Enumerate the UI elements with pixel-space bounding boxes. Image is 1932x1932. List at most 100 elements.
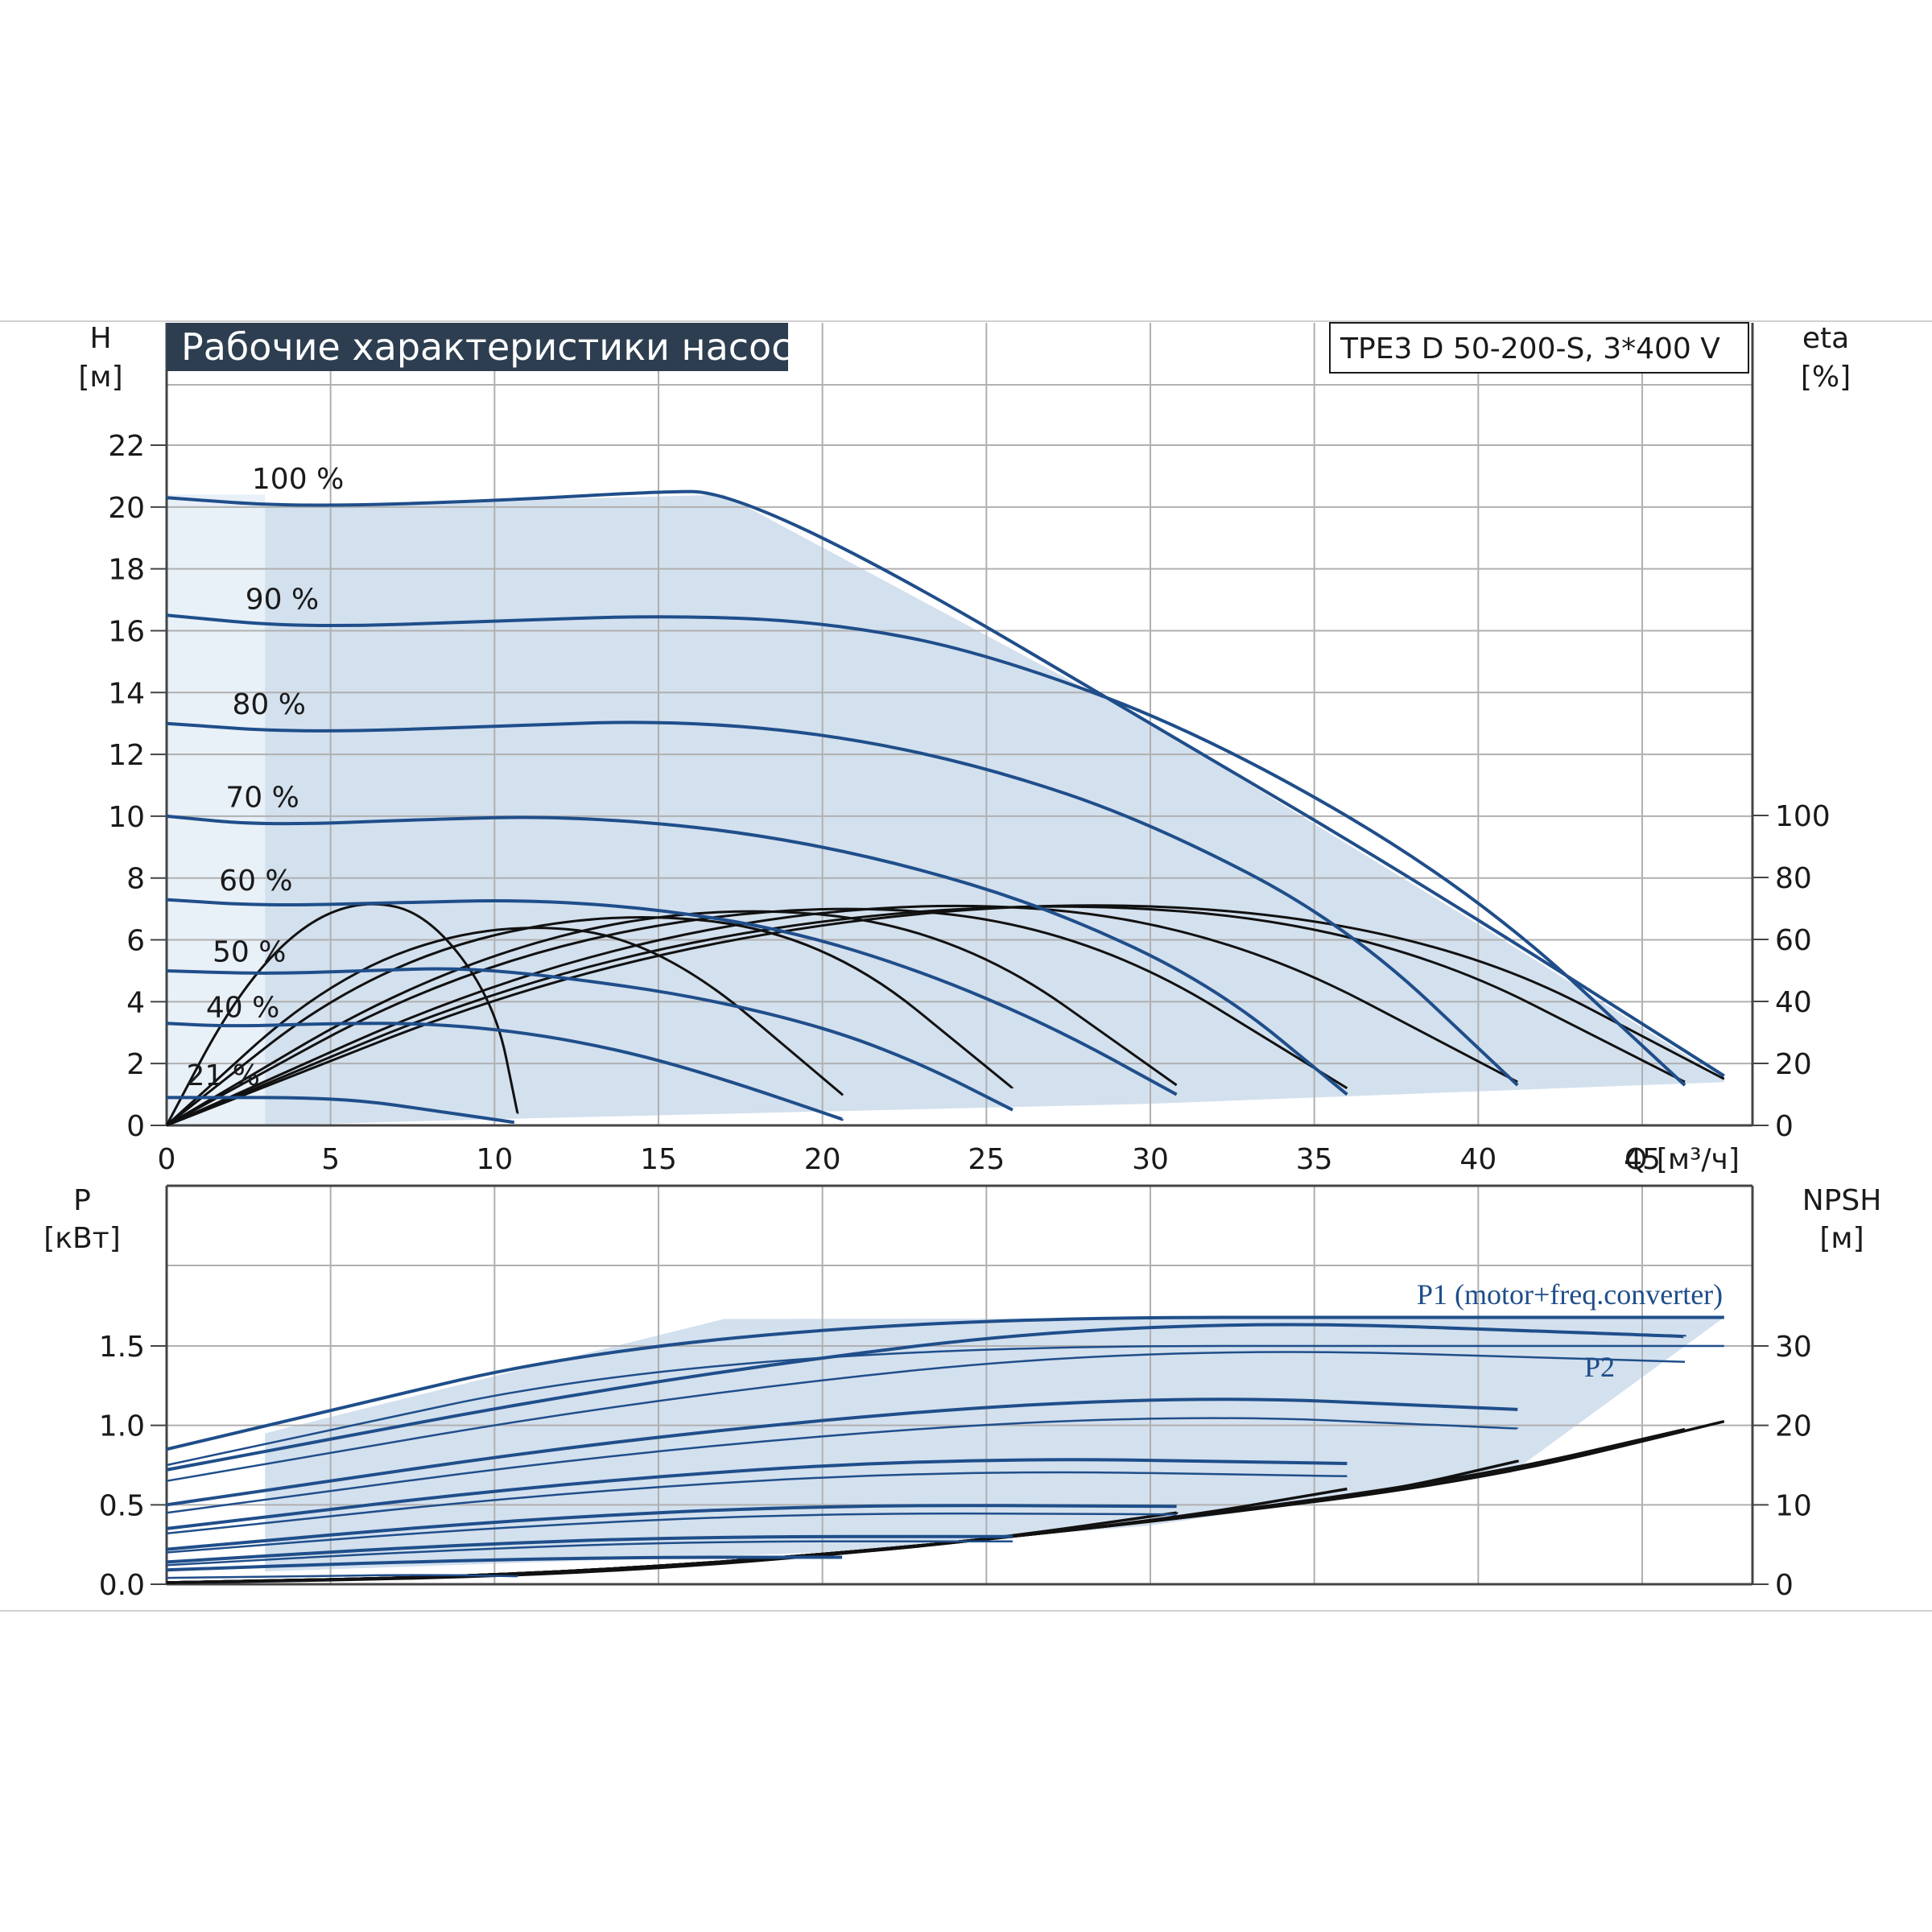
x-axis-label: Q [м³/ч] — [1624, 1143, 1740, 1176]
efficiency-curve — [166, 905, 1686, 1127]
power-curve — [166, 1555, 843, 1572]
power-curve — [166, 1417, 1519, 1514]
series-label-p2: P2 — [1584, 1351, 1615, 1383]
power-curve — [166, 1344, 1724, 1467]
y-tick-label: 22 — [108, 430, 145, 463]
y-tick-label: 14 — [108, 677, 145, 710]
efficiency-curve — [166, 904, 1519, 1127]
power-curve — [166, 1504, 1177, 1551]
efficiency-curve — [166, 904, 1725, 1127]
y-tick-label: 2 — [126, 1048, 145, 1081]
head-curve — [166, 1022, 844, 1121]
speed-label: 70 % — [225, 781, 299, 814]
power-curve — [166, 1323, 1686, 1472]
y2-tick-label: 20 — [1775, 1048, 1812, 1081]
y-axis-unit-h: [м] — [78, 361, 122, 394]
power-curve — [166, 1534, 1013, 1564]
power-curve — [166, 1540, 1013, 1567]
y-axis-label-h: H — [89, 322, 111, 355]
npsh-tick-label: 20 — [1775, 1410, 1812, 1443]
low-flow-area — [167, 494, 266, 1125]
power-curve — [166, 1574, 519, 1579]
head-curve — [166, 967, 1013, 1112]
title-box — [167, 323, 788, 371]
chart-title: Рабочие характеристики насоса — [181, 325, 815, 369]
speed-label: 40 % — [206, 992, 279, 1025]
head-curve — [166, 814, 1348, 1096]
model-box — [1329, 322, 1749, 374]
head-curve — [166, 898, 1179, 1096]
y-tick-label: 0 — [126, 1110, 145, 1143]
y-tick-label: 20 — [108, 492, 145, 525]
y2-tick-label: 80 — [1775, 862, 1812, 895]
p-tick-label: 0.0 — [99, 1569, 145, 1602]
npsh-curves — [166, 1419, 1726, 1584]
speed-label: 60 % — [219, 865, 292, 898]
power-range-area — [265, 1317, 1724, 1572]
power-curve — [166, 1458, 1349, 1530]
p-tick-label: 0.5 — [99, 1489, 145, 1522]
power-curve — [166, 1351, 1686, 1482]
y2-tick-label: 40 — [1775, 986, 1812, 1019]
y2-axis-unit-eta: [%] — [1801, 361, 1851, 394]
head-curve — [166, 489, 1726, 1078]
y-tick-label: 4 — [126, 986, 145, 1019]
efficiency-curve — [165, 927, 844, 1127]
speed-label: 90 % — [246, 584, 319, 617]
x-tick-label: 40 — [1459, 1143, 1496, 1176]
power-plot: 0.0 0.5 1.0 1.5 0 10 20 30 P [кВт] NPSH [м] P1 … — [43, 1184, 1881, 1602]
power-curves — [166, 1315, 1724, 1579]
speed-labels: 100 % 90 % 80 % 70 % 60 % 50 % 40 % 21 % — [186, 463, 344, 1092]
series-label-p1: P1 (motor+freq.converter) — [1417, 1278, 1723, 1311]
y2-tick-label: 0 — [1775, 1110, 1794, 1143]
power-curve — [166, 1315, 1724, 1451]
head-curve — [166, 720, 1519, 1087]
y-tick-label: 8 — [126, 863, 145, 896]
x-tick-label: 15 — [640, 1143, 677, 1176]
power-curve — [166, 1397, 1520, 1507]
speed-label: 100 % — [252, 463, 344, 496]
npsh-curve — [166, 1419, 1726, 1584]
npsh-tick-label: 0 — [1775, 1569, 1794, 1602]
y2-tick-label: 60 — [1775, 924, 1812, 957]
head-curve — [166, 613, 1686, 1087]
y-axis-unit-p: [кВт] — [43, 1222, 121, 1255]
operating-range-area — [167, 494, 1724, 1125]
p-tick-label: 1.0 — [99, 1410, 145, 1443]
y-axis-label-p: P — [73, 1184, 91, 1217]
speed-label: 80 % — [232, 688, 305, 721]
y-tick-label: 6 — [126, 925, 145, 958]
y2-axis-label-eta: eta — [1802, 322, 1849, 355]
x-tick-label: 25 — [968, 1143, 1005, 1176]
x-tick-label: 20 — [804, 1143, 841, 1176]
power-tick-labels: 0.0 0.5 1.0 1.5 0 10 20 30 — [99, 1331, 1812, 1602]
y2-axis-unit-npsh: [м] — [1819, 1222, 1864, 1255]
power-range-polygon — [265, 1317, 1724, 1572]
power-curve — [166, 1471, 1348, 1535]
head-curves — [166, 489, 1726, 1125]
head-curve — [166, 1096, 515, 1125]
head-plot: 0 2 4 6 8 10 12 14 16 18 20 22 0 20 40 60 80 100 0 5 10 15 20 2… — [78, 322, 1851, 1176]
y-tick-label: 18 — [108, 554, 145, 587]
power-curve — [166, 1512, 1177, 1554]
x-tick-label: 5 — [321, 1143, 340, 1176]
npsh-tick-label: 30 — [1775, 1331, 1812, 1364]
x-tick-label: 10 — [476, 1143, 513, 1176]
x-tick-label: 0 — [158, 1143, 176, 1176]
x-tick-label: 30 — [1132, 1143, 1169, 1176]
speed-label: 21 % — [186, 1059, 259, 1092]
y-tick-label: 16 — [108, 615, 145, 648]
x-tick-label: 45 — [1624, 1143, 1661, 1176]
y-tick-label: 12 — [108, 739, 145, 772]
efficiency-curve — [166, 907, 1348, 1127]
speed-label: 50 % — [213, 935, 286, 968]
y-tick-label: 10 — [108, 801, 145, 834]
npsh-tick-label: 10 — [1775, 1489, 1812, 1522]
x-tick-label: 35 — [1296, 1143, 1333, 1176]
head-grid — [165, 323, 1754, 1127]
p-tick-label: 1.5 — [99, 1331, 145, 1364]
head-tick-labels: 0 2 4 6 8 10 12 14 16 18 20 22 0 20 40 60 80 100 0 5 10 15 20 2… — [108, 430, 1831, 1176]
y2-tick-label: 100 — [1775, 800, 1831, 833]
model-label: TPE3 D 50-200-S, 3*400 V — [1340, 332, 1720, 365]
